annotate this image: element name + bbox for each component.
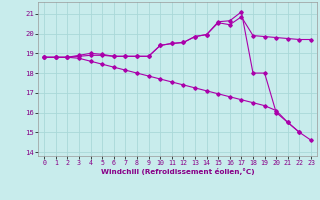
- X-axis label: Windchill (Refroidissement éolien,°C): Windchill (Refroidissement éolien,°C): [101, 168, 254, 175]
